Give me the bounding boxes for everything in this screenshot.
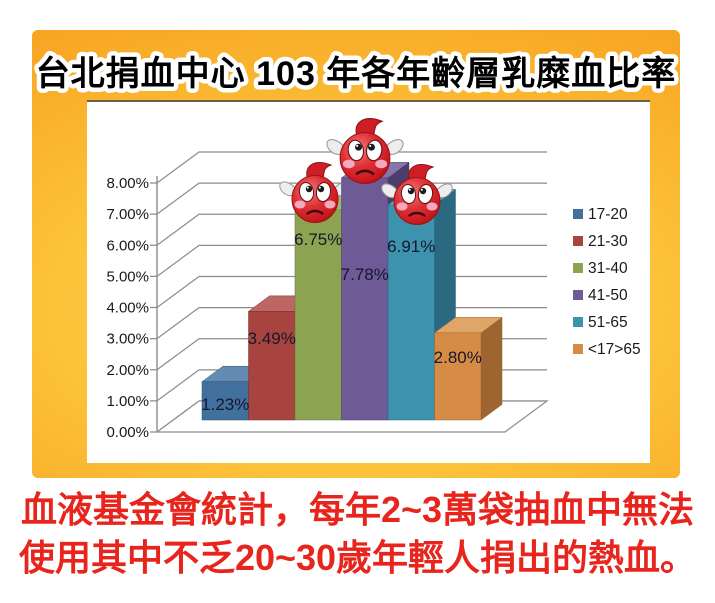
legend-item: 41-50	[573, 287, 628, 304]
legend-label: <17>65	[588, 341, 641, 358]
y-axis-tick-label: 4.00%	[106, 300, 149, 317]
bar-front-face	[387, 204, 435, 421]
bar-front-face	[248, 311, 296, 421]
y-axis-tick-label: 0.00%	[106, 424, 149, 441]
legend-swatch	[573, 263, 583, 273]
bar-front-face	[201, 381, 249, 421]
legend-swatch	[573, 317, 583, 327]
y-axis-labels: 0.00% 1.00% 2.00% 3.00% 4.00% 5.00% 6.00% 7.00%…	[106, 175, 149, 441]
bar-chart: 0.00% 1.00% 2.00% 3.00% 4.00% 5.00% 6.00% 7.00%…	[106, 117, 641, 441]
y-axis-tick-label: 1.00%	[106, 393, 149, 410]
y-axis-tick-label: 3.00%	[106, 331, 149, 348]
legend-label: 31-40	[588, 260, 628, 277]
caption-line-1: 血液基金會統計，每年2~3萬袋抽血中無法	[20, 489, 695, 530]
legend-swatch	[573, 344, 583, 354]
legend-label: 41-50	[588, 287, 628, 304]
bar-value-label: 7.78%	[341, 265, 389, 284]
poster-title-block: 台北捐血中心 103 年各年齡層乳糜血比率	[32, 50, 680, 98]
y-axis-tick-label: 7.00%	[106, 206, 149, 223]
bar-group	[433, 316, 503, 421]
bars	[201, 117, 503, 421]
bar-side-face	[480, 316, 503, 421]
legend-swatch	[573, 236, 583, 246]
caption: 血液基金會統計，每年2~3萬袋抽血中無法 使用其中不乏20~30歲年輕人捐出的熱…	[0, 486, 715, 582]
legend-swatch	[573, 290, 583, 300]
bar-value-label: 2.80%	[434, 348, 482, 367]
bar-value-label: 3.49%	[248, 329, 296, 348]
orange-poster-background: 台北捐血中心 103 年各年齡層乳糜血比率	[32, 30, 680, 478]
legend: 17-20 21-30 31-40 41-50 51-65 <17>65	[573, 206, 641, 358]
value-labels: 1.23% 3.49% 6.75% 7.78% 6.91% 2.80%	[201, 230, 482, 414]
page-title: 台北捐血中心 103 年各年齡層乳糜血比率	[36, 54, 677, 93]
legend-item: 21-30	[573, 233, 628, 250]
legend-swatch	[573, 209, 583, 219]
legend-item: 51-65	[573, 314, 628, 331]
y-axis-tick-label: 5.00%	[106, 268, 149, 285]
bar-value-label: 1.23%	[201, 395, 249, 414]
bar-front-face	[434, 332, 482, 421]
bar-front-face	[341, 177, 389, 421]
bar-value-label: 6.91%	[387, 237, 435, 256]
caption-line-2: 使用其中不乏20~30歲年輕人捐出的熱血。	[18, 537, 697, 578]
y-axis-tick-label: 6.00%	[106, 237, 149, 254]
y-axis-tick-label: 8.00%	[106, 175, 149, 192]
bar-value-label: 6.75%	[294, 230, 342, 249]
legend-label: 21-30	[588, 233, 628, 250]
legend-label: 17-20	[588, 206, 628, 223]
legend-item: <17>65	[573, 341, 641, 358]
legend-item: 17-20	[573, 206, 628, 223]
y-axis-tick-label: 2.00%	[106, 362, 149, 379]
chart-panel: 0.00% 1.00% 2.00% 3.00% 4.00% 5.00% 6.00% 7.00%…	[87, 100, 650, 463]
legend-label: 51-65	[588, 314, 628, 331]
legend-item: 31-40	[573, 260, 628, 277]
